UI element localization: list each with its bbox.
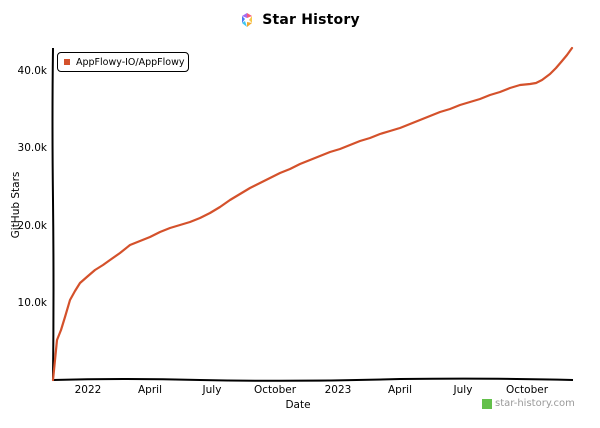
star-history-logo-icon: [242, 13, 253, 27]
star-history-watermark-icon: [482, 398, 492, 409]
y-tick-40k: 40.0k: [18, 65, 48, 77]
series-line-appflowy: [51, 46, 574, 382]
x-tick-july-2023: July: [453, 384, 473, 396]
x-axis-line: [52, 377, 574, 382]
x-axis-label: Date: [285, 399, 310, 411]
watermark-text: star-history.com: [495, 398, 575, 409]
y-tick-10k: 10.0k: [18, 297, 48, 309]
y-axis-label: GitHub Stars: [10, 172, 22, 239]
x-tick-april-2022: April: [138, 384, 162, 396]
x-tick-2023: 2023: [325, 384, 352, 396]
chart-header: Star History: [0, 12, 600, 28]
y-tick-30k: 30.0k: [18, 142, 48, 154]
x-tick-april-2023: April: [388, 384, 412, 396]
x-tick-october-2023: October: [506, 384, 549, 396]
x-tick-october-2022: October: [254, 384, 297, 396]
y-tick-20k: 20.0k: [18, 220, 48, 232]
chart-title: Star History: [262, 12, 360, 28]
legend-label-appflowy: AppFlowy-IO/AppFlowy: [76, 56, 185, 68]
watermark: star-history.com: [482, 398, 575, 409]
y-axis-line: [51, 47, 55, 381]
x-tick-july-2022: July: [202, 384, 222, 396]
chart-legend: AppFlowy-IO/AppFlowy: [57, 52, 189, 72]
legend-swatch: [64, 59, 70, 65]
x-tick-2022: 2022: [75, 384, 102, 396]
